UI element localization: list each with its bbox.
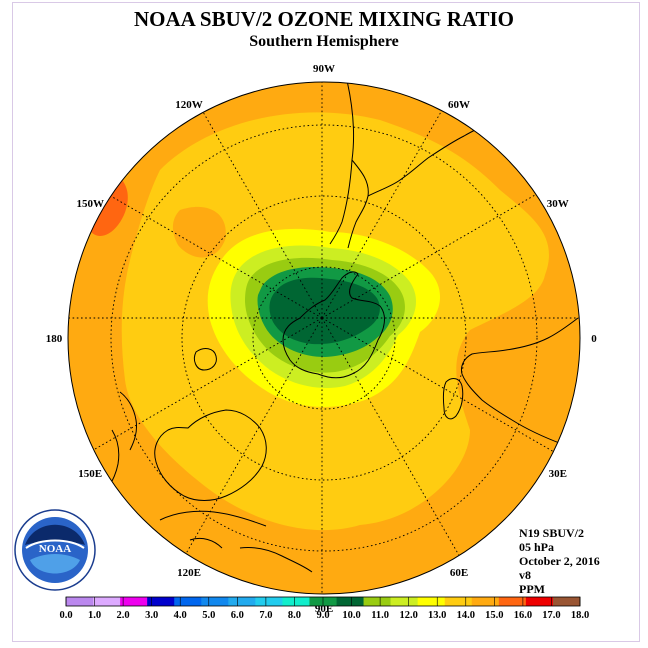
contour-band-9 xyxy=(269,277,380,345)
legend-swatch xyxy=(120,597,148,606)
legend-label: 4.0 xyxy=(174,610,187,621)
meridian-label: 150E xyxy=(78,468,102,480)
legend-swatch xyxy=(282,597,310,606)
info-version: v8 xyxy=(519,568,531,582)
info-block: N19 SBUV/2 05 hPa October 2, 2016 v8 PPM xyxy=(519,526,600,596)
meridian-label: 180 xyxy=(46,333,63,345)
figure-title: NOAA SBUV/2 OZONE MIXING RATIO xyxy=(134,7,514,31)
legend-label: 0.0 xyxy=(59,610,72,621)
legend-swatch xyxy=(552,597,581,606)
legend-swatch xyxy=(498,597,527,606)
legend-swatch xyxy=(93,597,121,606)
legend-label: 18.0 xyxy=(571,610,589,621)
meridian-label: 90W xyxy=(313,63,335,75)
island-arc-coast xyxy=(159,510,313,573)
noaa-logo: NOAA xyxy=(14,509,96,591)
legend-swatch xyxy=(255,597,283,606)
meridian-label: 150W xyxy=(76,198,104,210)
madagascar-coast xyxy=(442,378,464,420)
legend-label: 14.0 xyxy=(457,610,475,621)
meridian-lines xyxy=(68,82,580,594)
info-date: October 2, 2016 xyxy=(519,554,600,568)
legend-label: 9.0 xyxy=(316,610,329,621)
meridian-label: 120E xyxy=(177,567,201,579)
meridian-line xyxy=(110,195,323,319)
legend-label: 5.0 xyxy=(202,610,215,621)
contour-band-16 xyxy=(88,180,128,236)
tasmania-coast xyxy=(193,348,217,371)
info-instrument: N19 SBUV/2 xyxy=(519,526,584,540)
info-units: PPM xyxy=(519,582,545,596)
noaa-logo-text: NOAA xyxy=(39,543,71,555)
legend-label: 11.0 xyxy=(371,610,389,621)
legend-swatch xyxy=(363,597,391,606)
legend-label: 8.0 xyxy=(288,610,301,621)
figure-frame xyxy=(12,2,640,642)
figure-subtitle: Southern Hemisphere xyxy=(249,33,398,50)
legend-swatch xyxy=(444,597,473,606)
legend-label: 10.0 xyxy=(342,610,360,621)
legend-label: 13.0 xyxy=(428,610,446,621)
legend-swatch xyxy=(390,597,418,606)
south-america-coast xyxy=(329,82,491,249)
legend-swatch xyxy=(201,597,229,606)
legend-swatch xyxy=(66,597,94,606)
meridian-line xyxy=(93,317,323,451)
legend-label: 17.0 xyxy=(542,610,560,621)
legend-label: 16.0 xyxy=(514,610,532,621)
meridian-label: 60W xyxy=(448,99,470,111)
legend-swatch xyxy=(174,597,202,606)
info-level: 05 hPa xyxy=(519,540,554,554)
meridian-label: 120W xyxy=(175,99,203,111)
australia-coast xyxy=(154,409,267,501)
meridian-label: 0 xyxy=(591,333,597,345)
color-legend: 0.0 1.0 2.0 3.0 4.0 5.0 6.0 7.0 8.0 9.0 10.0 11.0 12… xyxy=(59,596,589,621)
legend-label: 12.0 xyxy=(400,610,418,621)
coastlines xyxy=(107,82,580,573)
meridian-label: 30W xyxy=(547,198,569,210)
meridian-line xyxy=(202,112,323,319)
latitude-circles xyxy=(110,124,538,552)
legend-label: 1.0 xyxy=(88,610,101,621)
legend-label: 3.0 xyxy=(145,610,158,621)
legend-swatch xyxy=(336,597,364,606)
contour-band-14-pocket xyxy=(172,206,226,258)
legend-swatch xyxy=(471,597,500,606)
legend-swatch xyxy=(228,597,256,606)
legend-swatch xyxy=(417,597,446,606)
legend-swatch xyxy=(147,597,175,606)
meridian-label: 60E xyxy=(450,567,468,579)
meridian-line xyxy=(321,194,537,319)
polar-map xyxy=(68,82,580,594)
map-outline xyxy=(67,81,581,595)
legend-swatch xyxy=(525,597,554,606)
legend-label: 15.0 xyxy=(485,610,503,621)
legend-label: 2.0 xyxy=(117,610,130,621)
legend-label: 6.0 xyxy=(231,610,244,621)
legend-label: 7.0 xyxy=(259,610,272,621)
africa-coast xyxy=(461,317,580,457)
meridian-line xyxy=(321,317,554,452)
antarctica-coast xyxy=(282,271,385,379)
meridian-label: 30E xyxy=(549,468,567,480)
